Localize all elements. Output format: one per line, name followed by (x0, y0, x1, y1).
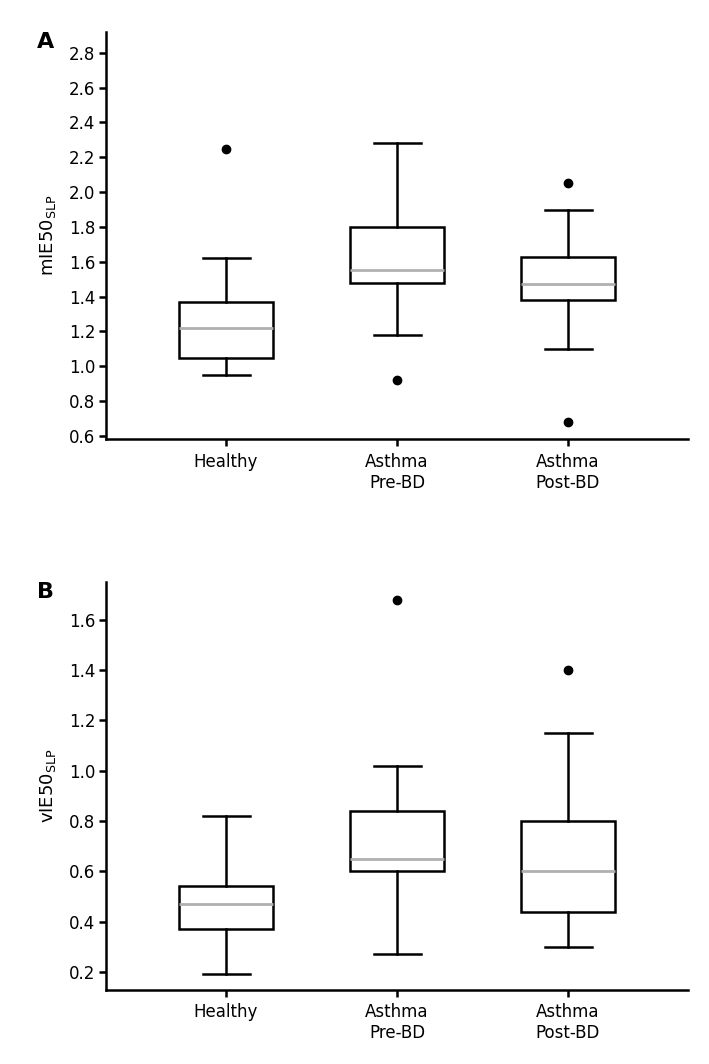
PathPatch shape (521, 821, 615, 912)
Text: A: A (37, 32, 54, 52)
Text: B: B (37, 582, 54, 602)
PathPatch shape (350, 811, 444, 871)
Y-axis label: $\mathregular{mIE50}$$_{\mathregular{SLP}}$: $\mathregular{mIE50}$$_{\mathregular{SLP… (38, 195, 57, 277)
PathPatch shape (179, 302, 273, 358)
PathPatch shape (350, 227, 444, 283)
PathPatch shape (179, 886, 273, 929)
Y-axis label: $\mathregular{vIE50}$$_{\mathregular{SLP}}$: $\mathregular{vIE50}$$_{\mathregular{SLP… (38, 748, 57, 824)
PathPatch shape (521, 256, 615, 300)
